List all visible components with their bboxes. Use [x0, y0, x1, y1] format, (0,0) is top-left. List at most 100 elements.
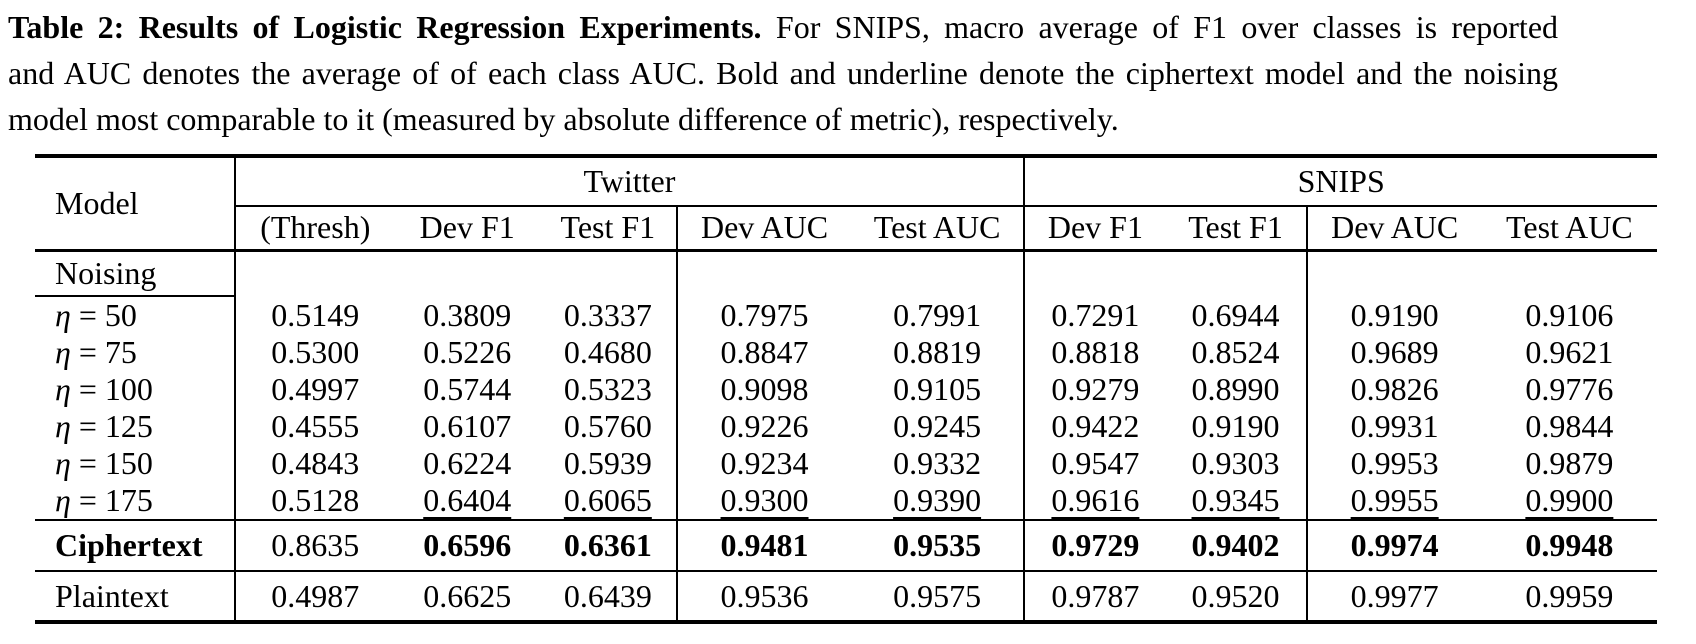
empty-cell — [395, 250, 539, 296]
table-caption: Table 2: Results of Logistic Regression … — [8, 4, 1558, 142]
value-cell: 0.9105 — [893, 371, 982, 407]
value-cell: 0.9190 — [1305, 296, 1482, 334]
table-row: η = 75 0.5300 0.5226 0.4680 0.8847 0.8819 0.88… — [35, 334, 1657, 371]
value-cell: 0.9955 — [1305, 482, 1482, 520]
value-cell: 0.4680 — [563, 334, 652, 370]
empty-cell — [851, 250, 1025, 296]
value-cell: 0.9689 — [1305, 334, 1482, 371]
empty-cell — [676, 250, 851, 296]
value-cell: 0.5226 — [423, 334, 512, 370]
row-label: Ciphertext — [35, 519, 235, 571]
value-cell: 0.9547 — [1023, 445, 1166, 482]
column-header-dev-auc: Dev AUC — [1305, 206, 1482, 252]
value-cell: 0.7991 — [893, 296, 982, 333]
value-cell: 0.8819 — [893, 334, 982, 370]
value-cell: 0.8635 — [233, 519, 396, 571]
value-cell: 0.6107 — [423, 408, 512, 444]
row-label: η = 150 — [55, 445, 153, 481]
value-cell: 0.6439 — [539, 570, 678, 622]
value-cell: 0.3337 — [563, 296, 652, 333]
column-header-test-auc: Test AUC — [1481, 206, 1657, 252]
value-cell: 0.5939 — [563, 445, 652, 481]
column-header-test-f1: Test F1 — [1165, 206, 1307, 252]
column-header-dev-f1: Dev F1 — [1023, 206, 1166, 252]
caption-line-2: and AUC denotes the average of of each c… — [8, 55, 1558, 91]
value-cell: 0.9948 — [1481, 519, 1657, 571]
value-cell: 0.9535 — [850, 519, 1025, 571]
value-cell: 0.9959 — [1481, 570, 1657, 622]
value-cell: 0.9621 — [1525, 334, 1614, 370]
empty-cell — [1023, 250, 1166, 296]
value-cell: 0.5149 — [233, 296, 396, 334]
value-cell: 0.9190 — [1191, 408, 1280, 444]
value-cell: 0.4555 — [233, 408, 396, 445]
page: Table 2: Results of Logistic Regression … — [0, 4, 1696, 644]
value-cell: 0.9226 — [676, 408, 851, 445]
value-cell: 0.4987 — [233, 570, 396, 622]
value-cell: 0.9776 — [1525, 371, 1614, 407]
value-cell: 0.8990 — [1191, 371, 1280, 407]
value-cell: 0.6404 — [423, 482, 512, 518]
table-row: Ciphertext 0.8635 0.6596 0.6361 0.9481 0.9535… — [35, 519, 1657, 571]
value-cell: 0.7975 — [676, 296, 851, 334]
caption-line-3: model most comparable to it (measured by… — [8, 101, 1119, 137]
empty-cell — [539, 250, 677, 296]
value-cell: 0.8847 — [676, 334, 851, 371]
value-cell: 0.8818 — [1023, 334, 1166, 371]
value-cell: 0.9536 — [676, 570, 851, 622]
caption-title: Table 2: Results of Logistic Regression … — [8, 9, 762, 45]
table-row: η = 175 0.5128 0.6404 0.6065 0.9300 0.9390 0.9… — [35, 482, 1657, 520]
value-cell: 0.9931 — [1305, 408, 1482, 445]
row-label: η = 100 — [55, 371, 153, 407]
value-cell: 0.9977 — [1305, 570, 1482, 622]
value-cell: 0.9879 — [1525, 445, 1614, 481]
value-cell: 0.6065 — [563, 482, 652, 518]
value-cell: 0.9422 — [1023, 408, 1166, 445]
row-label: Plaintext — [35, 570, 235, 622]
value-cell: 0.6224 — [423, 445, 512, 481]
table-row: η = 100 0.4997 0.5744 0.5323 0.9098 0.9105 0.9… — [35, 371, 1657, 408]
row-label: η = 75 — [55, 334, 137, 370]
value-cell: 0.7291 — [1023, 296, 1166, 334]
value-cell: 0.5760 — [563, 408, 652, 444]
value-cell: 0.5128 — [233, 482, 396, 520]
value-cell: 0.8524 — [1191, 334, 1280, 370]
caption-line1-rest: For SNIPS, macro average of F1 over clas… — [775, 9, 1559, 45]
group-header-twitter: Twitter — [233, 156, 1025, 207]
empty-cell — [233, 250, 396, 296]
value-cell: 0.9345 — [1191, 482, 1280, 518]
value-cell: 0.6944 — [1191, 296, 1280, 333]
column-header-dev-auc: Dev AUC — [676, 206, 851, 252]
table-row: η = 125 0.4555 0.6107 0.5760 0.9226 0.9245 0.9… — [35, 408, 1657, 445]
group-header-snips: SNIPS — [1023, 156, 1657, 207]
value-cell: 0.9826 — [1305, 371, 1482, 408]
caption-line-1: Table 2: Results of Logistic Regression … — [8, 4, 1558, 50]
value-cell: 0.9390 — [893, 482, 982, 518]
column-header-test-auc: Test AUC — [850, 206, 1025, 252]
value-cell: 0.9974 — [1305, 519, 1482, 571]
value-cell: 0.9953 — [1305, 445, 1482, 482]
value-cell: 0.9844 — [1525, 408, 1614, 444]
value-cell: 0.9729 — [1023, 519, 1166, 571]
value-cell: 0.9098 — [676, 371, 851, 408]
row-label: η = 175 — [55, 482, 153, 518]
table-row: η = 50 0.5149 0.3809 0.3337 0.7975 0.7991 0.72… — [35, 296, 1657, 334]
table-row: Plaintext 0.4987 0.6625 0.6439 0.9536 0.9575 0… — [35, 570, 1657, 622]
column-header--thresh-: (Thresh) — [233, 206, 396, 252]
value-cell: 0.9332 — [893, 445, 982, 481]
value-cell: 0.3809 — [423, 296, 512, 333]
column-header-test-f1: Test F1 — [539, 206, 678, 252]
value-cell: 0.9300 — [676, 482, 851, 520]
value-cell: 0.9787 — [1023, 570, 1166, 622]
value-cell: 0.4997 — [233, 371, 396, 408]
value-cell: 0.9303 — [1191, 445, 1280, 481]
value-cell: 0.5300 — [233, 334, 396, 371]
value-cell: 0.9234 — [676, 445, 851, 482]
section-header-noising: Noising — [35, 250, 235, 297]
table-row: η = 150 0.4843 0.6224 0.5939 0.9234 0.9332 0.9… — [35, 445, 1657, 482]
value-cell: 0.6596 — [395, 519, 540, 571]
value-cell: 0.5323 — [563, 371, 652, 407]
value-cell: 0.4843 — [233, 445, 396, 482]
value-cell: 0.9616 — [1023, 482, 1166, 520]
results-table: Model Twitter SNIPS (Thresh) Dev F1 Test F… — [35, 154, 1657, 624]
